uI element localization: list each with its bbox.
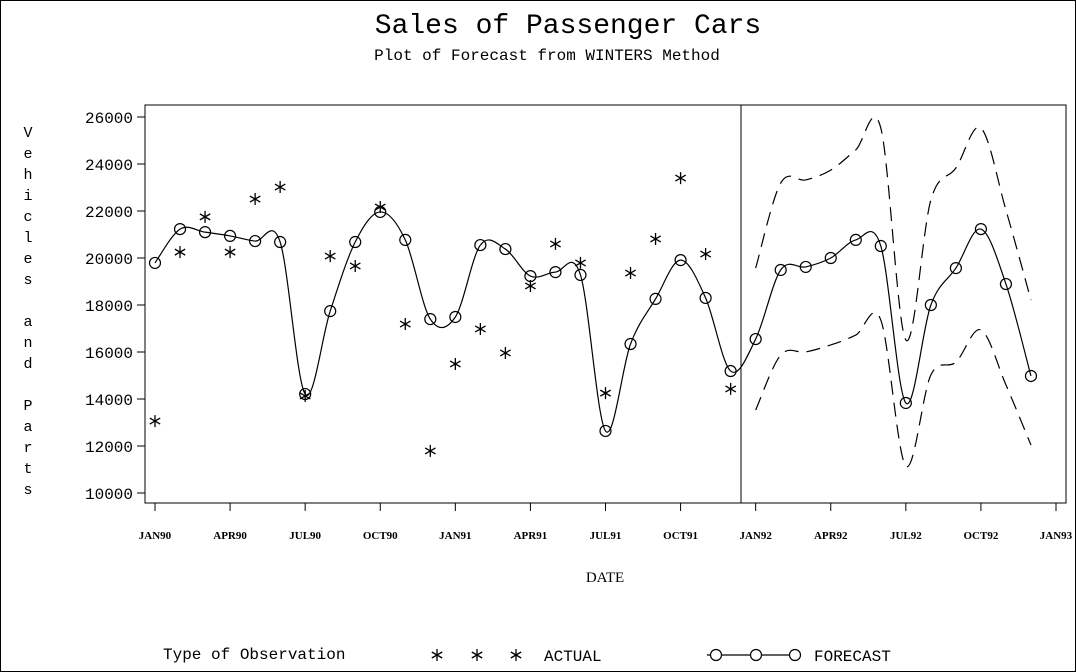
x-tick-label: OCT92 bbox=[963, 530, 998, 542]
legend-marker bbox=[431, 649, 443, 661]
legend-label: FORECAST bbox=[814, 648, 891, 666]
legend-marker bbox=[749, 648, 763, 662]
legend-marker bbox=[510, 649, 522, 661]
legend-title: Type of Observation bbox=[163, 646, 345, 664]
forecast-point bbox=[774, 263, 787, 277]
y-tick-label: 20000 bbox=[85, 251, 133, 269]
series-line bbox=[154, 211, 1032, 433]
y-tick-label: 22000 bbox=[85, 204, 133, 222]
forecast-point bbox=[223, 229, 237, 243]
actual-point bbox=[549, 237, 561, 250]
forecast-point bbox=[249, 234, 262, 248]
forecast-point bbox=[524, 269, 537, 283]
chart-title: Sales of Passenger Cars bbox=[375, 11, 761, 42]
actual-point bbox=[625, 267, 637, 280]
actual-point bbox=[149, 415, 161, 428]
actual-point bbox=[249, 193, 261, 206]
forecast-point bbox=[999, 277, 1013, 291]
forecast-point bbox=[399, 233, 412, 247]
actual-point bbox=[224, 246, 236, 259]
forecast-point bbox=[874, 239, 887, 253]
forecast-point bbox=[624, 337, 637, 351]
forecast-point bbox=[699, 291, 712, 305]
legend-label: ACTUAL bbox=[544, 648, 602, 666]
forecast-point bbox=[924, 298, 937, 312]
x-tick-label: APR92 bbox=[814, 530, 848, 542]
x-tick-label: JUL92 bbox=[890, 530, 922, 542]
actual-point bbox=[675, 172, 687, 185]
legend-marker bbox=[709, 648, 723, 662]
actual-point bbox=[349, 259, 361, 272]
forecast-point bbox=[148, 256, 162, 270]
forecast-point bbox=[349, 235, 362, 249]
forecast-point bbox=[649, 292, 662, 305]
forecast-point bbox=[1024, 369, 1038, 383]
forecast-point bbox=[324, 305, 337, 318]
forecast-point bbox=[674, 254, 687, 267]
x-tick-label: OCT91 bbox=[663, 530, 698, 542]
x-axis-label: DATE bbox=[586, 570, 624, 586]
actual-point bbox=[424, 444, 436, 457]
actual-point bbox=[324, 250, 336, 263]
x-tick-label: JAN92 bbox=[739, 530, 772, 542]
chart-subtitle: Plot of Forecast from WINTERS Method bbox=[374, 47, 720, 65]
actual-point bbox=[574, 256, 586, 269]
forecast-point bbox=[549, 266, 562, 279]
actual-point bbox=[274, 181, 286, 194]
actual-point bbox=[700, 248, 712, 261]
y-axis-label: Vehicles and Parts bbox=[20, 125, 37, 503]
forecast-point bbox=[374, 205, 387, 219]
forecast-point bbox=[849, 233, 862, 247]
forecast-point bbox=[899, 396, 912, 410]
forecast-point bbox=[424, 313, 437, 326]
actual-point bbox=[474, 322, 486, 335]
forecast-point bbox=[299, 387, 312, 401]
actual-point bbox=[449, 357, 461, 370]
y-tick-label: 14000 bbox=[85, 392, 133, 410]
y-tick-label: 12000 bbox=[85, 439, 133, 457]
x-tick-label: OCT90 bbox=[363, 530, 398, 542]
forecast-point bbox=[499, 242, 512, 256]
y-tick-label: 10000 bbox=[85, 486, 133, 504]
x-tick-label: JAN93 bbox=[1040, 530, 1073, 542]
x-tick-label: JUL91 bbox=[590, 530, 622, 542]
forecast-point bbox=[974, 222, 988, 236]
actual-point bbox=[650, 232, 662, 245]
x-tick-label: APR91 bbox=[514, 530, 548, 542]
legend-marker bbox=[471, 649, 483, 661]
forecast-point bbox=[274, 235, 287, 249]
legend-marker bbox=[788, 648, 802, 662]
actual-point bbox=[499, 346, 511, 359]
forecast-point bbox=[198, 226, 212, 239]
actual-point bbox=[725, 382, 737, 395]
forecast-point bbox=[173, 222, 187, 236]
forecast-point bbox=[749, 332, 762, 346]
forecast-point bbox=[949, 262, 962, 275]
y-tick-label: 26000 bbox=[85, 110, 133, 128]
y-tick-label: 24000 bbox=[85, 157, 133, 175]
forecast-point bbox=[724, 364, 737, 378]
actual-point bbox=[399, 318, 411, 331]
actual-point bbox=[174, 246, 186, 259]
y-tick-label: 16000 bbox=[85, 345, 133, 363]
x-tick-label: JAN90 bbox=[139, 530, 172, 542]
forecast-point bbox=[599, 424, 612, 438]
x-tick-label: JUL90 bbox=[289, 530, 321, 542]
series-line bbox=[755, 116, 1032, 342]
forecast-point bbox=[574, 268, 587, 282]
actual-point bbox=[199, 210, 211, 223]
y-tick-label: 18000 bbox=[85, 298, 133, 316]
x-tick-label: APR90 bbox=[213, 530, 247, 542]
forecast-point bbox=[474, 238, 487, 252]
forecast-point bbox=[824, 251, 837, 265]
forecast-point bbox=[449, 310, 462, 324]
x-tick-label: JAN91 bbox=[439, 530, 471, 542]
forecast-point bbox=[799, 260, 812, 274]
actual-point bbox=[599, 387, 612, 400]
